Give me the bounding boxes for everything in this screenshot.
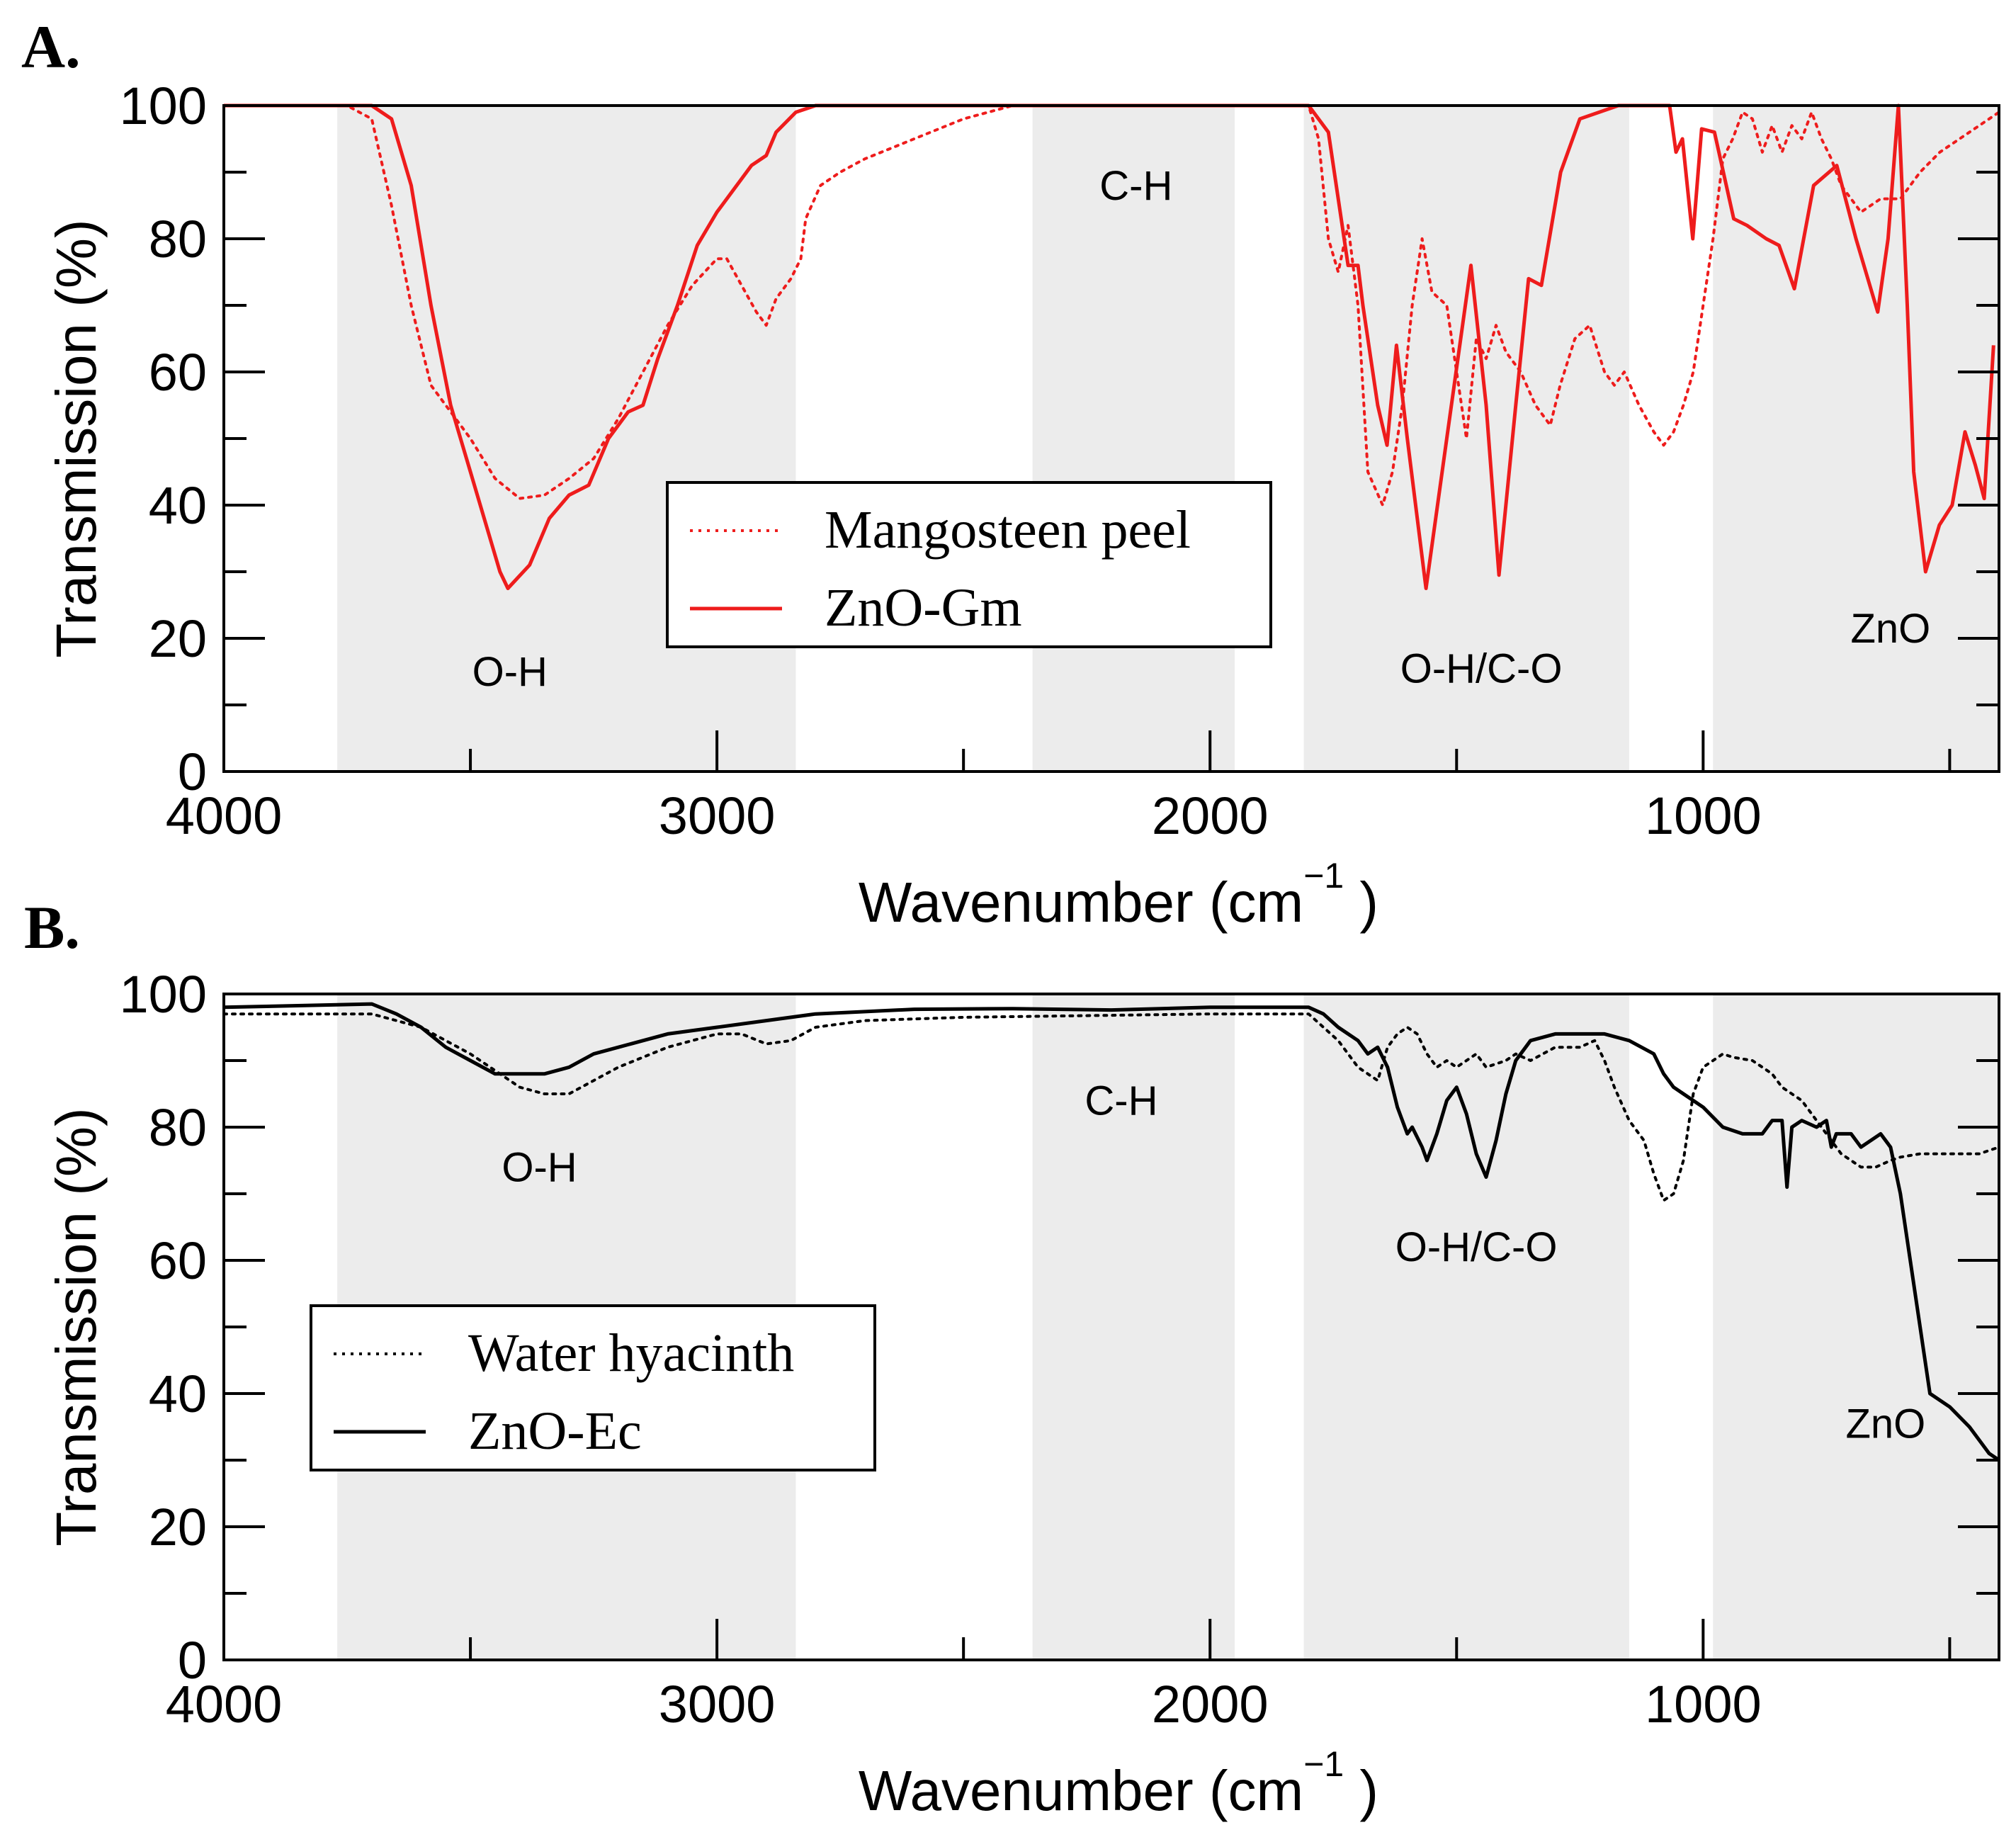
x-axis-title: Wavenumber (cm−1 ) [859,856,1378,934]
series-line-mangosteen-peel [222,104,2000,507]
x-tick-label: 2000 [1152,786,1269,845]
x-tick-label: 1000 [1645,786,1762,845]
region-label: C-H [1099,163,1172,209]
y-tick-label: 40 [149,476,207,535]
shaded-band [1713,106,1999,772]
legend-label: ZnO-Gm [825,578,1022,638]
chart-panel-b: 4000 3000 2000 1000 0 20 40 60 80 100 Wavenumber (… [24,893,2000,1822]
y-tick-label: 60 [149,1231,207,1290]
chart-panel-a: 4000 3000 2000 1000 0 20 40 60 80 100 Wavenumber (… [21,13,2000,934]
y-tick-label: 80 [149,1098,207,1157]
series-line-zno-ec [223,1002,2000,1462]
shaded-band [1713,994,1999,1660]
series-line-water-hyacinth [222,1012,2000,1202]
y-tick-label: 100 [120,965,207,1024]
x-axis-title: Wavenumber (cm−1 ) [859,1744,1378,1822]
series-line-zno-gm [224,103,1995,590]
region-label: O-H/C-O [1400,645,1563,691]
region-label: O-H [502,1144,577,1190]
shaded-band [1303,994,1629,1660]
legend-box [310,1304,876,1471]
panel-label: A. [21,13,81,81]
x-tick-label: 1000 [1645,1675,1762,1734]
legend-label: Mangosteen peel [825,500,1191,560]
shaded-band [337,106,796,772]
legend: Mangosteen peel ZnO-Gm [666,481,1272,648]
y-tick-label: 0 [178,1631,207,1690]
region-label: ZnO [1845,1401,1925,1447]
y-tick-label: 0 [178,742,207,801]
y-axis-title: Transmission (%) [45,1107,108,1546]
region-label: C-H [1085,1078,1157,1124]
y-tick-label: 100 [120,77,207,135]
x-tick-label: 4000 [166,786,283,845]
x-tick-label: 4000 [166,1675,283,1734]
region-label: O-H [472,649,548,695]
y-tick-label: 20 [149,1498,207,1556]
legend-label: ZnO-Ec [468,1401,642,1461]
x-tick-label: 3000 [659,786,776,845]
y-axis-title: Transmission (%) [45,219,108,657]
y-tick-label: 40 [149,1364,207,1423]
y-tick-label: 60 [149,343,207,402]
shaded-band [1032,106,1235,772]
y-tick-label: 80 [149,210,207,269]
legend-label: Water hyacinth [468,1323,794,1383]
shaded-band [1032,994,1235,1660]
y-tick-label: 20 [149,609,207,668]
legend-box [666,481,1272,648]
region-label: O-H/C-O [1395,1224,1558,1270]
region-label: ZnO [1850,606,1930,652]
x-tick-label: 3000 [659,1675,776,1734]
x-tick-label: 2000 [1152,1675,1269,1734]
panel-label: B. [24,893,80,961]
shaded-band [1303,106,1629,772]
legend: Water hyacinth ZnO-Ec [310,1304,876,1471]
